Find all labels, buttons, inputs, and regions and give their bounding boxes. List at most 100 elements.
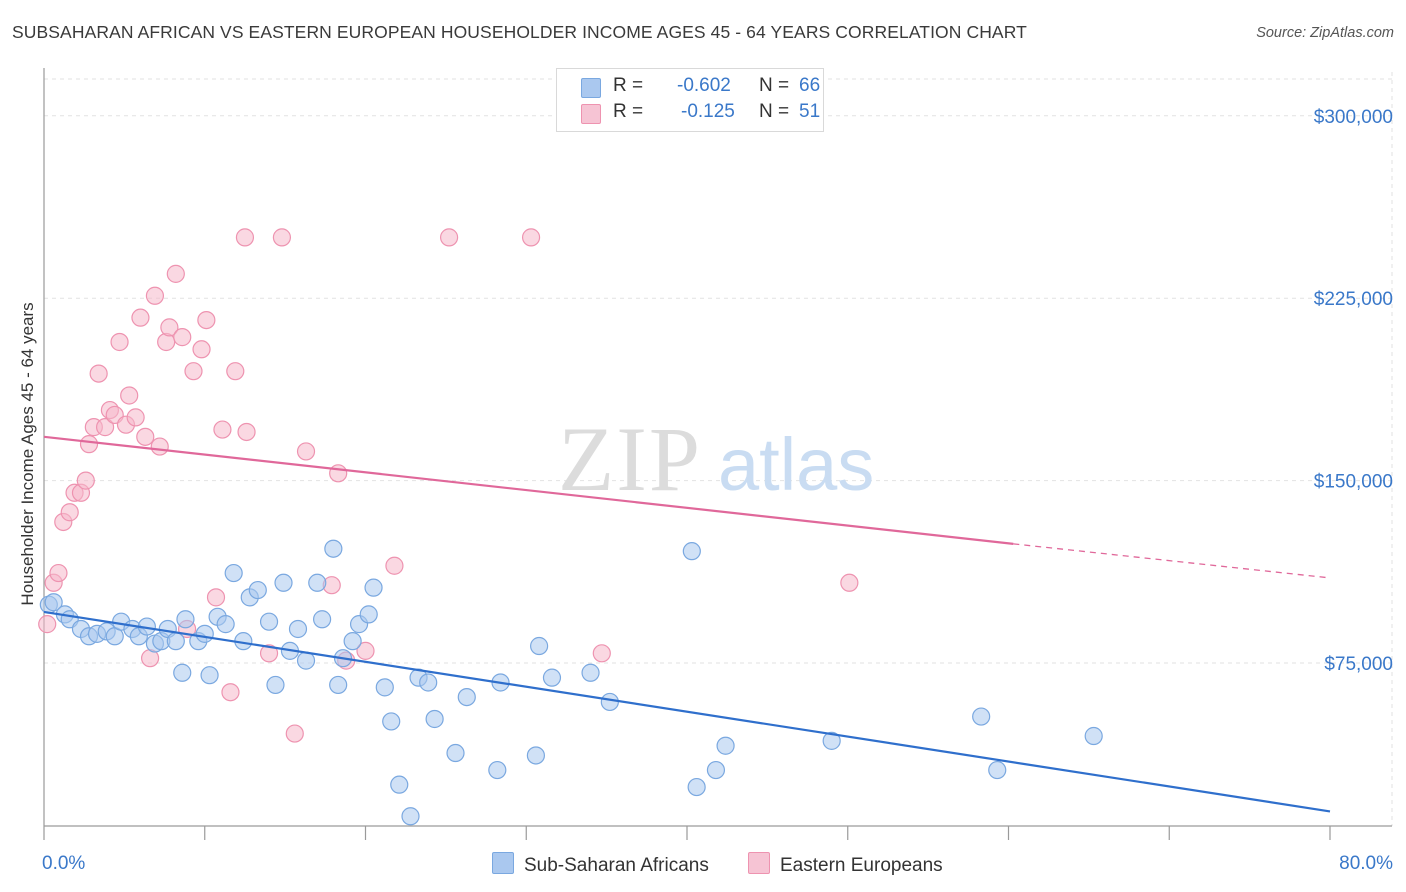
- point-eastern-european: [521, 228, 541, 247]
- point-sub-saharan: [44, 593, 63, 612]
- point-eastern-european: [206, 588, 226, 607]
- point-eastern-european: [272, 228, 292, 247]
- trendline-eastern-european: [43, 435, 1014, 545]
- point-eastern-european: [329, 464, 348, 483]
- point-sub-saharan: [419, 673, 438, 692]
- legend-swatch-pink: [581, 104, 601, 124]
- point-sub-saharan: [288, 619, 308, 639]
- point-eastern-european: [60, 503, 79, 522]
- legend-r-value: -0.602: [677, 75, 731, 96]
- y-tick-label: $225,000: [1314, 289, 1393, 310]
- legend-n-label: N =: [759, 101, 790, 122]
- legend-r-value: -0.125: [681, 101, 735, 122]
- watermark-zip: ZIP: [558, 408, 702, 510]
- point-eastern-european: [439, 228, 459, 247]
- point-sub-saharan: [542, 668, 562, 687]
- y-tick-label: $300,000: [1314, 107, 1393, 128]
- point-sub-saharan: [425, 709, 444, 729]
- legend-n-value: 51: [799, 101, 821, 122]
- series-sub-saharan-africans: [39, 539, 1103, 826]
- point-sub-saharan: [343, 632, 362, 651]
- x-tick-label-start: 0.0%: [42, 853, 85, 874]
- point-eastern-european: [221, 683, 240, 702]
- point-eastern-european: [166, 264, 185, 283]
- chart-source: Source: ZipAtlas.com: [1256, 25, 1394, 41]
- point-sub-saharan: [682, 542, 701, 561]
- point-eastern-european: [131, 308, 150, 327]
- point-eastern-european: [285, 724, 304, 743]
- correlation-legend: R = -0.602 N = 66 R = -0.125 N = 51: [556, 68, 824, 132]
- point-sub-saharan: [224, 563, 243, 583]
- point-sub-saharan: [308, 573, 327, 592]
- point-sub-saharan: [1084, 726, 1103, 746]
- point-eastern-european: [296, 442, 316, 461]
- bottom-legend-eastern-european: Eastern Europeans: [748, 852, 943, 877]
- point-sub-saharan: [600, 692, 619, 712]
- bottom-legend-swatch-pink: [748, 852, 770, 874]
- point-eastern-european: [184, 362, 203, 381]
- trendlines: [43, 435, 1331, 813]
- point-sub-saharan: [259, 612, 279, 631]
- point-sub-saharan: [390, 775, 409, 794]
- point-sub-saharan: [822, 731, 841, 750]
- point-eastern-european: [237, 422, 256, 442]
- point-eastern-european: [38, 615, 57, 634]
- point-eastern-european: [126, 408, 145, 427]
- point-sub-saharan: [248, 580, 267, 600]
- point-sub-saharan: [166, 632, 185, 651]
- point-sub-saharan: [457, 687, 476, 707]
- axes: [43, 68, 1392, 840]
- point-eastern-european: [592, 644, 611, 663]
- point-eastern-european: [76, 471, 95, 490]
- x-tick-label-end: 80.0%: [1339, 853, 1393, 874]
- point-eastern-european: [150, 437, 169, 456]
- point-eastern-european: [136, 427, 155, 446]
- legend-r-label: R =: [613, 101, 644, 122]
- point-eastern-european: [356, 641, 375, 660]
- point-sub-saharan: [266, 675, 285, 695]
- point-sub-saharan: [195, 624, 214, 643]
- point-sub-saharan: [687, 777, 706, 797]
- point-sub-saharan: [173, 663, 192, 682]
- point-sub-saharan: [488, 760, 507, 780]
- trendline-eastern-european-extension: [1013, 543, 1331, 579]
- point-sub-saharan: [364, 578, 383, 597]
- zipatlas-watermark: ZIP atlas: [558, 408, 874, 510]
- legend-swatch-blue: [581, 78, 601, 98]
- point-eastern-european: [49, 563, 68, 583]
- point-eastern-european: [110, 332, 129, 352]
- point-eastern-european: [160, 318, 179, 337]
- point-sub-saharan: [329, 675, 348, 695]
- legend-n-value: 66: [799, 75, 821, 96]
- point-sub-saharan: [716, 736, 735, 755]
- point-eastern-european: [79, 435, 99, 454]
- point-sub-saharan: [359, 605, 378, 624]
- point-eastern-european: [840, 573, 859, 592]
- point-eastern-european: [259, 644, 279, 663]
- point-eastern-european: [192, 340, 211, 359]
- point-eastern-european: [197, 310, 216, 330]
- watermark-atlas: atlas: [718, 423, 874, 506]
- point-sub-saharan: [401, 807, 420, 826]
- bottom-legend-label: Eastern Europeans: [780, 855, 943, 876]
- point-sub-saharan: [988, 760, 1007, 780]
- point-sub-saharan: [530, 636, 549, 656]
- point-sub-saharan: [526, 746, 545, 765]
- point-eastern-european: [213, 420, 232, 439]
- point-sub-saharan: [176, 610, 195, 629]
- trendline-sub-saharan: [43, 610, 1331, 813]
- point-sub-saharan: [324, 539, 343, 558]
- point-sub-saharan: [706, 760, 726, 780]
- bottom-legend-sub-saharan: Sub-Saharan Africans: [492, 852, 709, 877]
- point-sub-saharan: [200, 666, 219, 685]
- y-tick-label: $150,000: [1314, 472, 1393, 493]
- y-axis-label: Householder Income Ages 45 - 64 years: [18, 302, 37, 606]
- point-eastern-european: [226, 362, 245, 381]
- chart-title: SUBSAHARAN AFRICAN VS EASTERN EUROPEAN H…: [12, 22, 1027, 42]
- point-sub-saharan: [581, 663, 600, 682]
- y-tick-label: $75,000: [1324, 654, 1393, 675]
- point-sub-saharan: [446, 743, 465, 763]
- point-eastern-european: [145, 286, 165, 305]
- bottom-legend-swatch-blue: [492, 852, 514, 874]
